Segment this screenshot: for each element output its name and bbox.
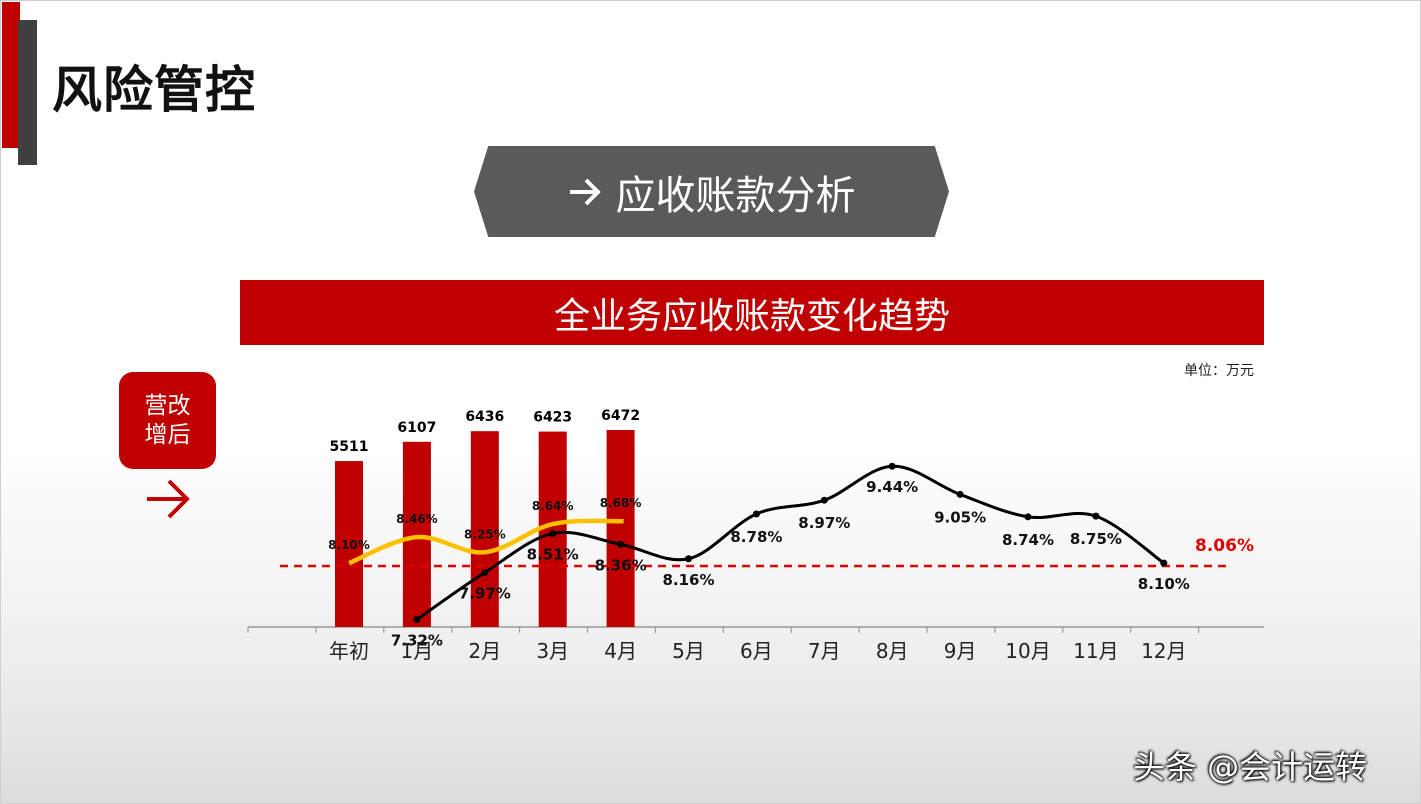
series-black-label: 8.36%	[595, 556, 647, 574]
x-tick-label: 12月	[1141, 639, 1186, 663]
series-black-label: 8.16%	[662, 571, 714, 589]
series-black-label: 9.05%	[934, 508, 986, 526]
section-label: 应收账款分析	[615, 172, 856, 219]
bar	[335, 461, 363, 627]
series-black-point	[413, 616, 421, 624]
series-black-point	[752, 510, 760, 518]
bar	[606, 430, 635, 627]
series-black-point	[888, 462, 896, 470]
x-tick-label: 4月	[604, 639, 637, 663]
watermark: 头条 @会计运转	[1133, 748, 1368, 786]
series-black-label: 7.97%	[459, 585, 511, 603]
series-black-label: 8.78%	[730, 528, 782, 546]
x-tick-label: 10月	[1005, 639, 1050, 663]
badge-line1: 营改	[144, 392, 191, 419]
arrow-right-icon	[147, 479, 190, 519]
series-black-point	[1160, 559, 1168, 567]
reference-line-label: 8.06%	[1195, 536, 1254, 556]
x-tick-label: 8月	[876, 639, 909, 663]
bar-value-label: 5511	[330, 439, 369, 455]
bar-value-label: 6436	[465, 409, 504, 425]
series-yellow-label: 8.25%	[464, 527, 506, 541]
series-black-point	[685, 555, 692, 563]
series-black-label: 9.44%	[866, 478, 918, 496]
x-tick-label: 9月	[944, 639, 977, 663]
series-yellow-label: 8.68%	[600, 496, 642, 510]
bar-value-label: 6107	[397, 420, 436, 436]
series-black-label: 8.97%	[798, 514, 850, 532]
series-black-point	[1024, 513, 1032, 521]
bar	[470, 431, 499, 627]
title-accent-red	[2, 2, 20, 148]
title-accent-dark	[18, 20, 37, 165]
x-tick-label: 2月	[468, 639, 501, 663]
section-label-box: 应收账款分析	[474, 146, 949, 237]
bar-value-label: 6423	[533, 410, 572, 426]
series-black-label: 8.51%	[527, 545, 579, 563]
x-tick-label: 7月	[808, 639, 841, 663]
badge-line2: 增后	[144, 421, 191, 448]
series-black-label: 8.10%	[1138, 575, 1190, 593]
bar-value-label: 6472	[601, 408, 640, 424]
series-line-black	[416, 464, 1165, 621]
x-tick-label: 年初	[329, 639, 369, 663]
unit-label: 单位：万元	[1184, 363, 1254, 379]
badge: 营改 增后	[119, 372, 216, 469]
series-black-point	[820, 496, 828, 504]
series-black-point	[481, 569, 489, 577]
x-tick-label: 3月	[536, 639, 569, 663]
series-black-label: 7.32%	[391, 632, 443, 650]
series-black-label: 8.75%	[1070, 530, 1122, 548]
series-yellow-label: 8.64%	[532, 499, 574, 513]
page-title: 风险管控	[52, 61, 256, 119]
series-black-point	[617, 540, 625, 548]
series-black-point	[1092, 512, 1100, 520]
x-tick-label: 11月	[1073, 639, 1118, 663]
series-yellow-label: 8.10%	[328, 538, 370, 552]
x-tick-label: 5月	[672, 639, 705, 663]
chart-banner: 全业务应收账款变化趋势	[240, 280, 1264, 345]
bar	[402, 441, 431, 627]
series-black-point	[956, 490, 964, 498]
series-black-label: 8.74%	[1002, 531, 1054, 549]
series-line-yellow	[348, 518, 624, 566]
x-tick-label: 6月	[740, 639, 773, 663]
x-tick-label: 1月	[401, 639, 434, 663]
series-yellow-label: 8.46%	[396, 512, 438, 526]
right-arrow-icon	[569, 178, 601, 205]
series-black-point	[549, 529, 557, 537]
